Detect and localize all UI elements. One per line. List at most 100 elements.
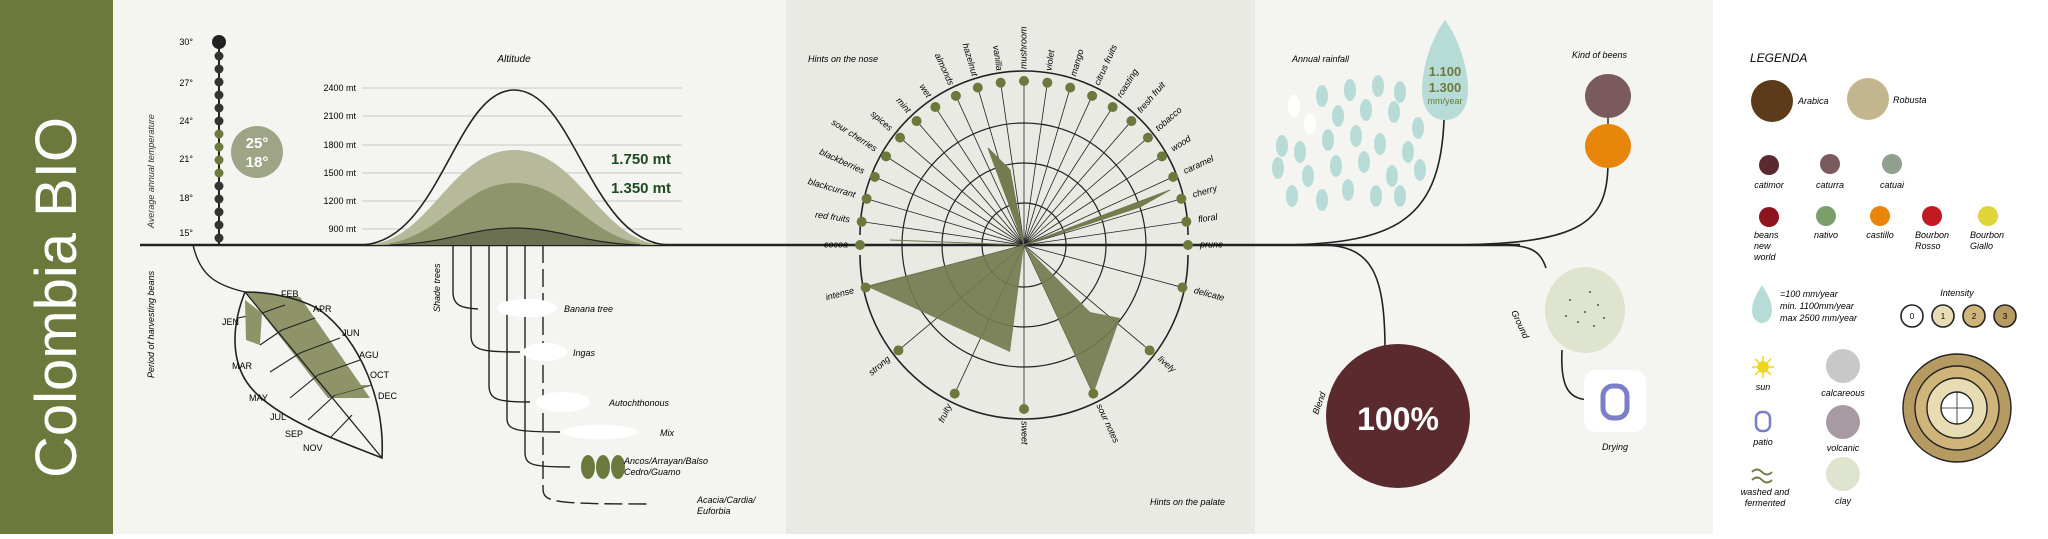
beans-connector (1439, 161, 1609, 246)
nose-note-spoke (1023, 221, 1187, 246)
nose-note-spoke (1023, 120, 1132, 246)
intensity-1: 1 (1941, 312, 1946, 321)
ground-clay-oval (1545, 267, 1625, 353)
nose-note-dot (1168, 171, 1179, 182)
alt-tick-1200: 1200 mt (323, 196, 356, 206)
bean-castillo (1585, 124, 1631, 168)
legend-calcareous: calcareous (1821, 388, 1865, 398)
nose-note-dot (856, 216, 867, 227)
variety-bourbon-rosso-1: Bourbon (1915, 230, 1949, 240)
variety-catuai-dot (1882, 154, 1902, 174)
intensity-label: Intensity (1940, 288, 1974, 298)
nose-note-dot (1087, 90, 1098, 101)
autochthonous-shape (536, 392, 590, 412)
legend-clay: clay (1835, 496, 1852, 506)
alt-tick-1500: 1500 mt (323, 168, 356, 178)
palate-outer-arc (859, 254, 1189, 420)
altitude-band-mid (375, 183, 655, 245)
nose-note-dot (895, 132, 906, 143)
temp-tick-18: 18° (179, 193, 193, 203)
title-sidebar (0, 0, 113, 534)
month-agu: AGU (359, 350, 379, 360)
bean-caturra (1585, 74, 1631, 118)
clay-icon (1826, 457, 1860, 491)
shade-acacia: Acacia/Cardia/ (696, 495, 757, 505)
flavor-spokes (860, 81, 1188, 409)
page-title: Colombia BIO (24, 117, 89, 478)
rainfall-max: 1.300 (1429, 80, 1462, 95)
nose-note-dot (1183, 240, 1193, 250)
calcareous-icon (1826, 349, 1860, 383)
nose-note-dot (1142, 132, 1153, 143)
nose-note-dot (911, 116, 922, 127)
month-may: MAY (249, 393, 268, 403)
nose-note-spoke (1023, 95, 1093, 246)
variety-bourbon-giallo-2: Giallo (1970, 241, 1993, 251)
nose-note-spoke (1023, 137, 1149, 246)
nose-note-spoke (1023, 198, 1182, 246)
altitude-high-value: 1.750 mt (611, 151, 671, 168)
shade-mix: Mix (660, 428, 674, 438)
variety-catuai: catuai (1880, 180, 1905, 190)
blend-value: 100% (1357, 401, 1439, 437)
legend-rain-3: max 2500 mm/year (1780, 313, 1858, 323)
nose-note-label: floral (1197, 212, 1219, 225)
mix-shape (562, 425, 638, 439)
ground-connector (1499, 244, 1547, 269)
month-jen: JEN (222, 317, 239, 327)
shade-tree-shapes (497, 299, 638, 479)
variety-castillo-dot (1870, 206, 1890, 226)
palate-note-dot (949, 388, 960, 399)
legend-robusta: Robusta (1893, 95, 1927, 105)
nose-note-dot (1176, 193, 1187, 204)
rainfall-drop-badge (1422, 20, 1468, 120)
banana-tree-shape (497, 299, 557, 317)
variety-beans-new-world-dot (1759, 207, 1779, 227)
patio-icon (1600, 383, 1630, 421)
beans-label: Kind of beens (1572, 50, 1628, 60)
month-sep: SEP (285, 429, 303, 439)
temp-tick-15: 15° (179, 228, 193, 238)
intensity-scale (1900, 304, 2017, 328)
variety-nativo-dot (1816, 206, 1836, 226)
alt-tick-900: 900 mt (328, 224, 356, 234)
nose-note-spoke (955, 95, 1025, 246)
nose-note-spoke (874, 176, 1025, 246)
blend-circle (1326, 344, 1470, 488)
month-jul: JUL (270, 412, 286, 422)
intensity-target-icon (1902, 353, 2012, 463)
blend-connector (1319, 244, 1386, 351)
temp-tick-30: 30° (179, 37, 193, 47)
nose-note-label: cocoa (824, 239, 848, 249)
nose-note-dot (855, 240, 865, 250)
sun-icon (1752, 356, 1774, 378)
altitude-low-value: 1.350 mt (611, 180, 671, 197)
legend-background (1713, 0, 2048, 534)
alt-tick-2100: 2100 mt (323, 111, 356, 121)
variety-beans-3: world (1754, 252, 1777, 262)
nose-note-spoke (1023, 82, 1048, 246)
rainfall-unit: mm/year (1427, 96, 1462, 106)
shade-banana: Banana tree (564, 304, 613, 314)
nose-note-dot (995, 77, 1006, 88)
nose-note-label: violet (1043, 49, 1056, 72)
variety-caturra-dot (1820, 154, 1840, 174)
nose-note-dot (861, 193, 872, 204)
ground-speckles (1565, 291, 1605, 327)
shade-label: Shade trees (432, 263, 442, 312)
palate-note-dot (893, 345, 904, 356)
shade-cedro: Cedro/Guamo (624, 467, 681, 477)
intensity-3: 3 (2003, 312, 2008, 321)
nose-note-dot (881, 151, 892, 162)
variety-beans-1: beans (1754, 230, 1779, 240)
nose-note-spoke (1023, 155, 1163, 246)
nose-note-dot (1019, 76, 1029, 86)
palate-note-dot (1088, 388, 1099, 399)
altitude-outline-bottom (389, 227, 641, 246)
palate-label: Hints on the palate (1150, 497, 1225, 507)
legend-washed-1: washed and (1741, 487, 1791, 497)
harvest-label: Period of harvesting beans (146, 270, 156, 378)
month-oct: OCT (370, 370, 390, 380)
rainfall-label: Annual rainfall (1291, 54, 1350, 64)
nose-note-dot (972, 82, 983, 93)
